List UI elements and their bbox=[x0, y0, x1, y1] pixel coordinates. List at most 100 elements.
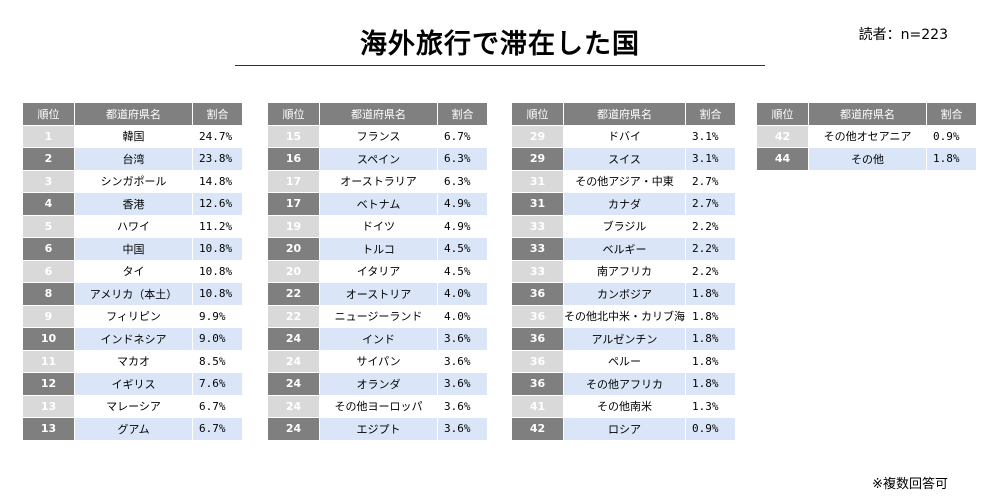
table-row: 2 台湾 23.8% bbox=[22, 147, 243, 171]
country-cell: カンボジア bbox=[563, 282, 686, 306]
country-cell: ニュージーランド bbox=[319, 304, 438, 328]
country-cell: ベトナム bbox=[319, 192, 438, 216]
country-cell: オーストリア bbox=[319, 282, 438, 306]
country-cell: その他北中米・カリブ海 bbox=[563, 304, 686, 328]
rank-cell: 8 bbox=[22, 282, 75, 306]
percent-cell: 4.0% bbox=[437, 304, 488, 328]
rank-cell: 33 bbox=[511, 214, 564, 238]
country-cell: ドイツ bbox=[319, 214, 438, 238]
column-header-name: 都道府県名 bbox=[319, 102, 438, 126]
rank-cell: 36 bbox=[511, 372, 564, 396]
percent-cell: 10.8% bbox=[192, 237, 243, 261]
rank-cell: 36 bbox=[511, 349, 564, 373]
rank-cell: 13 bbox=[22, 394, 75, 418]
rank-cell: 19 bbox=[267, 214, 320, 238]
country-cell: 香港 bbox=[74, 192, 193, 216]
rank-cell: 9 bbox=[22, 304, 75, 328]
country-cell: ドバイ bbox=[563, 124, 686, 148]
rank-cell: 24 bbox=[267, 372, 320, 396]
table-row: 44 その他 1.8% bbox=[756, 147, 977, 171]
percent-cell: 2.2% bbox=[685, 214, 736, 238]
table-row: 31 その他アジア・中東 2.7% bbox=[511, 169, 736, 193]
table-row: 24 その他ヨーロッパ 3.6% bbox=[267, 394, 488, 418]
country-cell: オーストラリア bbox=[319, 169, 438, 193]
country-cell: マレーシア bbox=[74, 394, 193, 418]
rank-cell: 16 bbox=[267, 147, 320, 171]
percent-cell: 4.0% bbox=[437, 282, 488, 306]
table-row: 9 フィリピン 9.9% bbox=[22, 304, 243, 328]
column-header-name: 都道府県名 bbox=[563, 102, 686, 126]
table-row: 24 エジプト 3.6% bbox=[267, 417, 488, 441]
rank-cell: 24 bbox=[267, 327, 320, 351]
country-cell: その他アジア・中東 bbox=[563, 169, 686, 193]
country-cell: ベルギー bbox=[563, 237, 686, 261]
percent-cell: 2.7% bbox=[685, 169, 736, 193]
percent-cell: 3.6% bbox=[437, 327, 488, 351]
table-header-row: 順位 都道府県名 割合 bbox=[267, 102, 488, 126]
table-row: 36 ペルー 1.8% bbox=[511, 349, 736, 373]
column-header-pct: 割合 bbox=[192, 102, 243, 126]
table-row: 42 その他オセアニア 0.9% bbox=[756, 124, 977, 148]
title-underline bbox=[235, 65, 765, 66]
percent-cell: 0.9% bbox=[685, 417, 736, 441]
percent-cell: 9.9% bbox=[192, 304, 243, 328]
percent-cell: 3.6% bbox=[437, 394, 488, 418]
percent-cell: 3.6% bbox=[437, 417, 488, 441]
table-row: 16 スペイン 6.3% bbox=[267, 147, 488, 171]
table-header-row: 順位 都道府県名 割合 bbox=[756, 102, 977, 126]
country-cell: ハワイ bbox=[74, 214, 193, 238]
country-cell: インド bbox=[319, 327, 438, 351]
country-cell: その他 bbox=[808, 147, 927, 171]
rank-cell: 22 bbox=[267, 282, 320, 306]
column-header-rank: 順位 bbox=[267, 102, 320, 126]
rank-cell: 31 bbox=[511, 169, 564, 193]
rank-cell: 33 bbox=[511, 237, 564, 261]
country-cell: オランダ bbox=[319, 372, 438, 396]
percent-cell: 8.5% bbox=[192, 349, 243, 373]
percent-cell: 1.8% bbox=[685, 349, 736, 373]
country-cell: その他アフリカ bbox=[563, 372, 686, 396]
table-header-row: 順位 都道府県名 割合 bbox=[511, 102, 736, 126]
country-cell: 韓国 bbox=[74, 124, 193, 148]
rank-cell: 5 bbox=[22, 214, 75, 238]
table-row: 1 韓国 24.7% bbox=[22, 124, 243, 148]
rank-cell: 6 bbox=[22, 237, 75, 261]
table-row: 5 ハワイ 11.2% bbox=[22, 214, 243, 238]
country-cell: イタリア bbox=[319, 259, 438, 283]
percent-cell: 2.7% bbox=[685, 192, 736, 216]
rank-cell: 10 bbox=[22, 327, 75, 351]
rank-cell: 36 bbox=[511, 304, 564, 328]
percent-cell: 2.2% bbox=[685, 237, 736, 261]
column-header-rank: 順位 bbox=[756, 102, 809, 126]
country-cell: ロシア bbox=[563, 417, 686, 441]
column-header-pct: 割合 bbox=[926, 102, 977, 126]
country-cell: その他オセアニア bbox=[808, 124, 927, 148]
table-row: 36 アルゼンチン 1.8% bbox=[511, 327, 736, 351]
country-cell: インドネシア bbox=[74, 327, 193, 351]
rank-cell: 3 bbox=[22, 169, 75, 193]
table-row: 29 ドバイ 3.1% bbox=[511, 124, 736, 148]
rank-cell: 42 bbox=[756, 124, 809, 148]
rank-cell: 29 bbox=[511, 147, 564, 171]
percent-cell: 2.2% bbox=[685, 259, 736, 283]
percent-cell: 1.8% bbox=[685, 327, 736, 351]
rank-cell: 36 bbox=[511, 282, 564, 306]
rank-cell: 6 bbox=[22, 259, 75, 283]
table-row: 31 カナダ 2.7% bbox=[511, 192, 736, 216]
country-cell: フランス bbox=[319, 124, 438, 148]
rank-cell: 36 bbox=[511, 327, 564, 351]
rank-cell: 42 bbox=[511, 417, 564, 441]
table-row: 33 ベルギー 2.2% bbox=[511, 237, 736, 261]
percent-cell: 11.2% bbox=[192, 214, 243, 238]
percent-cell: 3.1% bbox=[685, 124, 736, 148]
country-cell: 中国 bbox=[74, 237, 193, 261]
percent-cell: 6.7% bbox=[437, 124, 488, 148]
country-cell: アメリカ（本土） bbox=[74, 282, 193, 306]
country-cell: ブラジル bbox=[563, 214, 686, 238]
table-row: 4 香港 12.6% bbox=[22, 192, 243, 216]
percent-cell: 4.5% bbox=[437, 237, 488, 261]
table-row: 20 イタリア 4.5% bbox=[267, 259, 488, 283]
percent-cell: 14.8% bbox=[192, 169, 243, 193]
percent-cell: 0.9% bbox=[926, 124, 977, 148]
rank-cell: 4 bbox=[22, 192, 75, 216]
